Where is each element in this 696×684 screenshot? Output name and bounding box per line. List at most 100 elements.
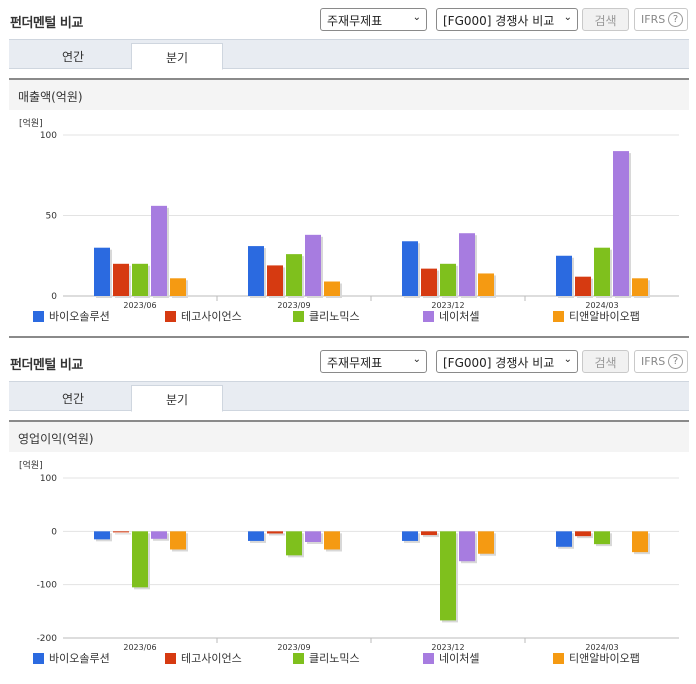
search-button[interactable]: 검색 [582, 350, 629, 373]
legend-label[interactable]: 바이오솔루션 [49, 310, 110, 323]
bar[interactable] [132, 531, 148, 588]
chevron-down-icon: ⌄ [412, 354, 421, 365]
legend-swatch [33, 311, 44, 322]
bar[interactable] [151, 531, 167, 539]
legend-label[interactable]: 바이오솔루션 [49, 652, 110, 665]
chevron-down-icon: ⌄ [412, 12, 421, 23]
comparison-select[interactable]: [FG000] 경쟁사 비교 ⌄ [436, 350, 578, 373]
bar[interactable] [632, 278, 648, 296]
legend-label[interactable]: 테고사이언스 [181, 652, 242, 665]
ifrs-label: IFRS [641, 13, 666, 26]
legend-swatch [423, 311, 434, 322]
metric-title: 매출액(억원) [18, 90, 83, 104]
bar[interactable] [170, 278, 186, 296]
legend-swatch [165, 311, 176, 322]
bar[interactable] [94, 247, 110, 296]
bar[interactable] [421, 268, 437, 296]
help-icon[interactable]: ? [668, 12, 683, 27]
x-tick-label: 2024/03 [585, 643, 618, 652]
tab-quarterly[interactable]: 분기 [131, 43, 223, 70]
bar[interactable] [324, 281, 340, 296]
legend-swatch [293, 653, 304, 664]
revenue-chart: 0 50 100 2023/06 2023/09 2023/12 2024/03 바이오솔루션… [33, 131, 679, 323]
legend-swatch [553, 653, 564, 664]
panel-revenue: 펀더멘털 비교 주재무제표 ⌄ [FG000] 경쟁사 비교 ⌄ 검색 IFRS… [0, 0, 696, 338]
bar[interactable] [132, 263, 148, 296]
legend-label[interactable]: 네이처셀 [439, 310, 479, 323]
y-tick-label: 50 [46, 212, 58, 222]
bar[interactable] [556, 255, 572, 296]
bar[interactable] [305, 234, 321, 296]
bar[interactable] [324, 531, 340, 550]
x-tick-label: 2023/09 [277, 301, 310, 310]
legend-label[interactable]: 클리노믹스 [309, 310, 360, 323]
comparison-select-value: [FG000] 경쟁사 비교 [443, 14, 555, 28]
legend-swatch [423, 653, 434, 664]
comparison-select-value: [FG000] 경쟁사 비교 [443, 356, 555, 370]
panel-header: 펀더멘털 비교 주재무제표 ⌄ [FG000] 경쟁사 비교 ⌄ 검색 IFRS… [0, 0, 696, 32]
bar[interactable] [286, 254, 302, 296]
chevron-down-icon: ⌄ [563, 12, 572, 23]
legend-label[interactable]: 티앤알바이오팹 [569, 309, 640, 323]
help-icon[interactable]: ? [668, 354, 683, 369]
bar[interactable] [440, 531, 456, 621]
metric-header: 영업이익(억원) [9, 420, 689, 452]
bar[interactable] [556, 531, 572, 547]
period-tabs: 연간 분기 [9, 39, 689, 70]
legend-swatch [33, 653, 44, 664]
bar[interactable] [459, 531, 475, 562]
legend-label[interactable]: 클리노믹스 [309, 652, 360, 665]
comparison-select[interactable]: [FG000] 경쟁사 비교 ⌄ [436, 8, 578, 31]
bar[interactable] [575, 531, 591, 537]
bar[interactable] [94, 531, 110, 540]
ifrs-button[interactable]: IFRS ? [634, 8, 688, 31]
bar[interactable] [151, 205, 167, 296]
statement-select[interactable]: 주재무제표 ⌄ [320, 8, 427, 31]
bar[interactable] [402, 531, 418, 541]
tab-annual[interactable]: 연간 [61, 50, 85, 64]
chart-area: [억원] 0 50 100 2023/06 2023/09 2023/12 2024/03 바… [9, 110, 689, 336]
bar[interactable] [113, 263, 129, 296]
bar[interactable] [440, 263, 456, 296]
bar[interactable] [613, 151, 629, 296]
tab-annual[interactable]: 연간 [61, 392, 85, 406]
legend-label[interactable]: 네이처셀 [439, 652, 479, 665]
panel-header: 펀더멘털 비교 주재무제표 ⌄ [FG000] 경쟁사 비교 ⌄ 검색 IFRS… [0, 342, 696, 374]
bar[interactable] [575, 276, 591, 296]
bar[interactable] [248, 531, 264, 541]
bar[interactable] [248, 246, 264, 296]
tab-quarterly[interactable]: 분기 [131, 385, 223, 412]
bar[interactable] [267, 531, 283, 534]
bar[interactable] [459, 233, 475, 296]
bar[interactable] [594, 531, 610, 545]
statement-select-value: 주재무제표 [327, 356, 383, 370]
x-tick-label: 2023/06 [123, 301, 156, 310]
x-tick-label: 2023/09 [277, 643, 310, 652]
bar[interactable] [267, 265, 283, 296]
ifrs-button[interactable]: IFRS ? [634, 350, 688, 373]
x-tick-label: 2023/06 [123, 643, 156, 652]
bar[interactable] [421, 531, 437, 536]
page-title: 펀더멘털 비교 [10, 358, 83, 373]
bar[interactable] [113, 531, 129, 533]
bar[interactable] [286, 531, 302, 556]
chart-area: [억원] -200 -100 0 100 2023/06 2023/09 2023/12 20… [9, 452, 689, 678]
page-title: 펀더멘털 비교 [10, 16, 83, 31]
y-unit-label: [억원] [19, 461, 43, 471]
bar[interactable] [632, 531, 648, 553]
statement-select[interactable]: 주재무제표 ⌄ [320, 350, 427, 373]
legend-swatch [293, 311, 304, 322]
bar[interactable] [478, 531, 494, 554]
legend-label[interactable]: 티앤알바이오팹 [569, 651, 640, 665]
legend-swatch [165, 653, 176, 664]
bar[interactable] [170, 531, 186, 550]
search-button[interactable]: 검색 [582, 8, 629, 31]
legend-label[interactable]: 테고사이언스 [181, 310, 242, 323]
bar[interactable] [402, 241, 418, 296]
bar-shadow [115, 533, 131, 535]
bar[interactable] [594, 247, 610, 296]
bar[interactable] [305, 531, 321, 542]
bar[interactable] [478, 273, 494, 296]
bar-shadow [423, 533, 439, 538]
y-tick-label: 100 [40, 474, 57, 484]
